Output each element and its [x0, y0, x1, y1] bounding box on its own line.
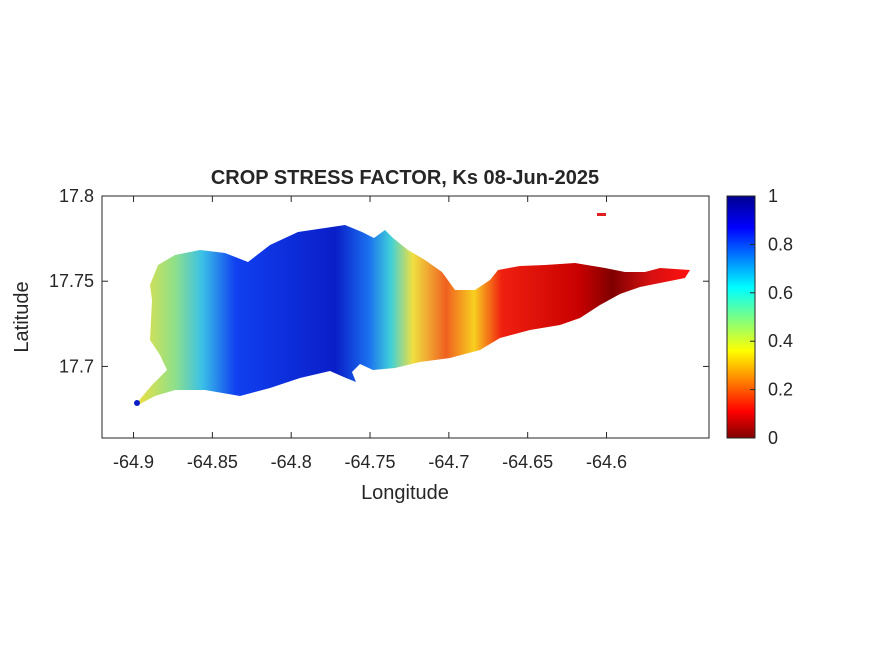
x-tick-label: -64.85 — [187, 452, 238, 472]
map-title: CROP STRESS FACTOR, Ks 08-Jun-2025 — [211, 167, 599, 189]
x-tick-label: -64.6 — [586, 452, 627, 472]
x-tick-label: -64.8 — [271, 452, 312, 472]
y-tick-label: 17.7 — [59, 356, 94, 376]
colorbar-tick-label: 0 — [768, 428, 778, 448]
colorbar-tick-label: 0.8 — [768, 234, 793, 254]
island-layer — [134, 213, 690, 406]
offshore-islet — [597, 213, 606, 216]
colorbar-tick-label: 0.4 — [768, 331, 793, 351]
x-tick-label: -64.75 — [345, 452, 396, 472]
colorbar — [726, 195, 756, 439]
x-tick-label: -64.9 — [113, 452, 154, 472]
y-tick-label: 17.75 — [49, 271, 94, 291]
y-axis-ticks: 17.7 17.75 17.8 — [49, 186, 709, 376]
x-axis-ticks: -64.9 -64.85 -64.8 -64.75 -64.7 -64.65 -64.6 — [113, 196, 627, 472]
y-tick-label: 17.8 — [59, 186, 94, 206]
y-axis-label: Latitude — [11, 281, 33, 352]
colorbar-tick-label: 1 — [768, 186, 778, 206]
colorbar-ticks: 0 0.2 0.4 0.6 0.8 1 — [750, 186, 793, 448]
x-tick-label: -64.7 — [428, 452, 469, 472]
colorbar-tick-label: 0.6 — [768, 283, 793, 303]
st-croix-island — [136, 225, 690, 404]
x-tick-label: -64.65 — [502, 452, 553, 472]
colorbar-tick-label: 0.2 — [768, 380, 793, 400]
x-axis-label: Longitude — [361, 482, 449, 504]
island-west-point — [134, 400, 140, 406]
